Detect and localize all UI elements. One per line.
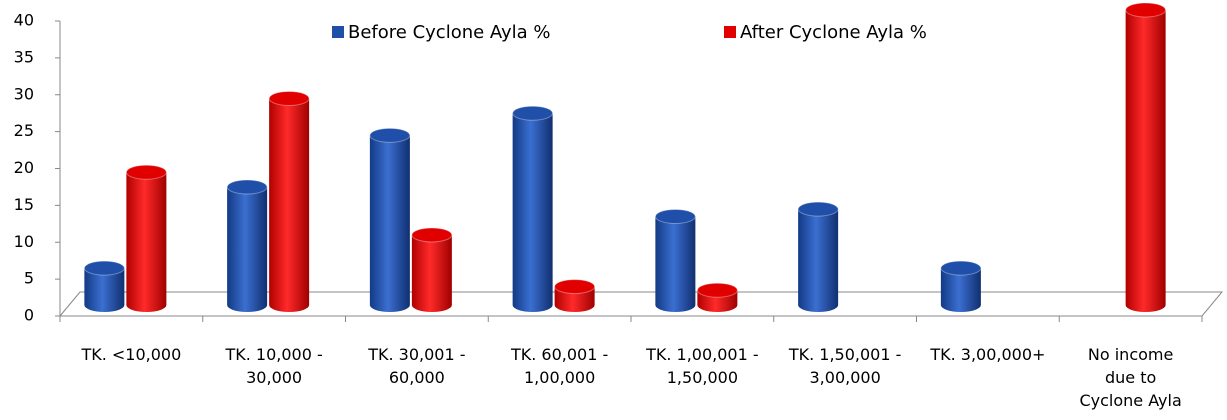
x-tick-label: TK. 60,001 -1,00,000	[510, 345, 608, 387]
bar-top	[554, 279, 596, 295]
y-tick-label: 35	[14, 47, 34, 66]
x-tick-label: TK. 1,00,001 -1,50,000	[645, 345, 759, 387]
y-tick-label: 0	[24, 306, 34, 325]
bar-top	[797, 201, 839, 217]
bar-top	[512, 105, 554, 121]
bar-top	[696, 282, 738, 298]
bar	[268, 91, 310, 312]
x-tick-label: TK. <10,000	[80, 345, 181, 364]
x-tick-label: No income due to Cyclone Ayla	[1079, 345, 1181, 410]
bar	[512, 105, 554, 312]
y-tick-label: 30	[14, 84, 34, 103]
bar	[411, 227, 453, 312]
bar-body	[84, 268, 125, 312]
bar-top	[125, 164, 167, 180]
y-tick-label: 25	[14, 121, 34, 140]
bar	[369, 127, 411, 312]
bar-top	[940, 260, 982, 276]
bar	[940, 260, 982, 312]
legend-swatch	[332, 26, 344, 38]
bar-top	[411, 227, 453, 243]
bar-body	[798, 209, 839, 312]
bar	[226, 179, 268, 312]
bar-top	[1125, 2, 1167, 18]
legend-label: Before Cyclone Ayla %	[348, 22, 551, 43]
bar-top	[369, 127, 411, 143]
bar-body	[126, 172, 167, 312]
legend-swatch	[724, 26, 736, 38]
bar-body	[655, 216, 696, 312]
y-tick-label: 5	[24, 269, 34, 288]
x-tick-label: TK. 10,000 -30,000	[224, 345, 322, 387]
bar	[125, 164, 167, 312]
y-tick-label: 40	[14, 11, 34, 30]
bar-top	[83, 260, 125, 276]
bar	[554, 279, 596, 312]
bar-body	[369, 135, 410, 312]
bar	[797, 201, 839, 312]
bar-top	[226, 179, 268, 195]
bar-body	[554, 286, 595, 312]
bar	[654, 209, 696, 312]
bar-body	[512, 113, 553, 312]
y-tick-label: 10	[14, 232, 34, 251]
bar-top	[654, 209, 696, 224]
bar-body	[269, 98, 310, 312]
x-tick-label: TK. 1,50,001 -3,00,000	[788, 345, 902, 387]
y-tick-label: 15	[14, 195, 34, 214]
x-tick-label: TK. 3,00,000+	[929, 345, 1045, 364]
x-tick-label: TK. 30,001 -60,000	[367, 345, 465, 387]
bar	[1125, 2, 1167, 312]
bar	[83, 260, 125, 312]
legend-label: After Cyclone Ayla %	[740, 22, 927, 43]
bar	[696, 282, 738, 312]
bar-body	[411, 234, 452, 312]
bar-top	[268, 91, 310, 106]
bar-body	[1125, 10, 1166, 312]
bar-body	[227, 187, 268, 312]
y-tick-label: 20	[14, 158, 34, 177]
bar-body	[940, 268, 981, 312]
